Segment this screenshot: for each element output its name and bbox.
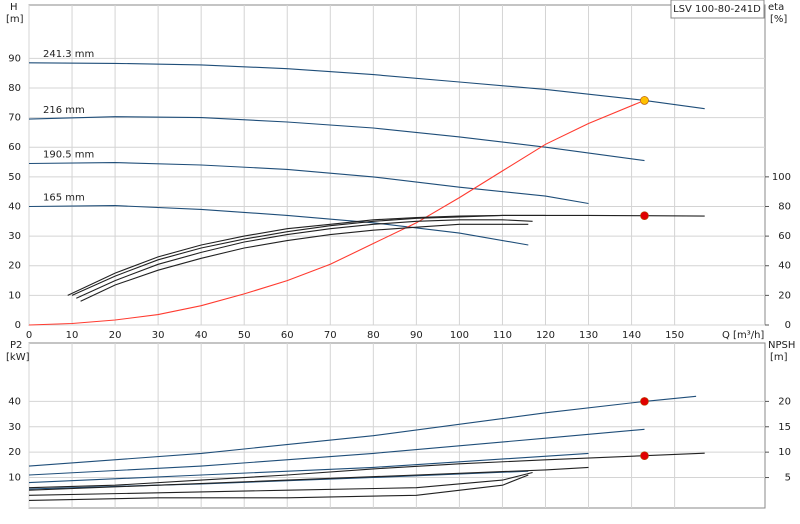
y-tick-label: 20 xyxy=(8,261,21,272)
y-tick-label: 50 xyxy=(8,172,21,183)
y-label: P2 xyxy=(10,340,22,351)
curve-label: 216 mm xyxy=(43,105,85,116)
y-tick-label: 80 xyxy=(8,83,21,94)
y2-unit: [%] xyxy=(770,14,787,25)
curve-label: 241.3 mm xyxy=(43,49,94,60)
y-tick-label: 60 xyxy=(8,142,21,153)
x-tick-label: 50 xyxy=(238,330,251,341)
y2-tick-label: 10 xyxy=(778,447,791,458)
curve xyxy=(28,62,705,110)
curve xyxy=(67,214,705,296)
curve xyxy=(28,395,697,467)
marker xyxy=(640,451,649,461)
y2-tick-label: 40 xyxy=(778,261,791,272)
curve xyxy=(28,474,529,501)
x-tick-label: 110 xyxy=(493,330,512,341)
curve-label: 190.5 mm xyxy=(43,150,94,161)
y2-tick-label: 80 xyxy=(778,201,791,212)
y2-tick-label: 20 xyxy=(778,396,791,407)
y-unit: [m] xyxy=(6,14,24,25)
x-tick-label: 30 xyxy=(152,330,165,341)
y-tick-label: 40 xyxy=(8,201,21,212)
y-label: H xyxy=(10,2,18,13)
x-tick-label: 60 xyxy=(281,330,294,341)
curve xyxy=(76,219,533,299)
x-tick-label: 140 xyxy=(622,330,641,341)
marker xyxy=(640,96,649,105)
x-tick-label: 150 xyxy=(665,330,684,341)
x-tick-label: 10 xyxy=(66,330,79,341)
y-tick-label: 0 xyxy=(15,320,21,331)
x-tick-label: 20 xyxy=(109,330,122,341)
x-tick-label: 120 xyxy=(536,330,555,341)
y-tick-label: 30 xyxy=(8,231,21,242)
curve xyxy=(28,99,645,326)
x-tick-label: 80 xyxy=(367,330,380,341)
curve xyxy=(28,205,529,246)
y2-tick-label: 100 xyxy=(772,172,791,183)
x-tick-label: 130 xyxy=(579,330,598,341)
y-tick-label: 10 xyxy=(8,290,21,301)
title-box xyxy=(670,0,765,19)
y-tick-label: 40 xyxy=(8,396,21,407)
y2-label: eta xyxy=(768,2,784,13)
y2-tick-label: 60 xyxy=(778,231,791,242)
curve xyxy=(28,428,645,476)
curve xyxy=(80,223,529,302)
x-tick-label: 100 xyxy=(450,330,469,341)
y2-tick-label: 0 xyxy=(785,320,791,331)
x-label: Q [m³/h] xyxy=(722,330,764,341)
x-tick-label: 70 xyxy=(324,330,337,341)
y2-label: NPSH xyxy=(768,340,795,351)
x-tick-label: 0 xyxy=(26,330,32,341)
curve xyxy=(28,452,589,484)
y2-unit: [m] xyxy=(770,352,788,363)
marker xyxy=(640,397,649,406)
y-tick-label: 90 xyxy=(8,53,21,64)
curve xyxy=(28,162,589,205)
marker xyxy=(640,211,649,220)
curve-label: 165 mm xyxy=(43,192,85,203)
x-tick-label: 90 xyxy=(410,330,423,341)
y-tick-label: 10 xyxy=(8,473,21,484)
y-tick-label: 20 xyxy=(8,447,21,458)
x-tick-label: 40 xyxy=(195,330,208,341)
y2-tick-label: 20 xyxy=(778,290,791,301)
curve xyxy=(28,471,533,496)
y2-tick-label: 5 xyxy=(785,473,791,484)
curve xyxy=(71,214,546,296)
y-tick-label: 30 xyxy=(8,422,21,433)
curve xyxy=(28,466,589,491)
curve xyxy=(28,452,705,489)
y2-tick-label: 15 xyxy=(778,422,791,433)
y-tick-label: 70 xyxy=(8,113,21,124)
curve xyxy=(28,116,645,162)
chart-title: LSV 100-80-241D xyxy=(673,4,761,15)
plot-area xyxy=(28,342,766,509)
y-unit: [kW] xyxy=(6,352,30,363)
